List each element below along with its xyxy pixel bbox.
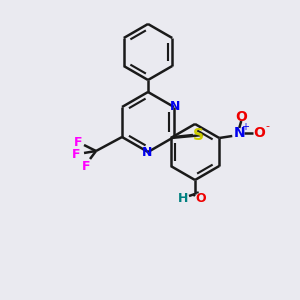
Text: H: H [178,191,188,205]
Text: O: O [235,110,247,124]
Text: N: N [142,146,152,158]
Text: N: N [170,100,180,113]
Text: F: F [82,160,90,173]
Text: F: F [74,136,82,149]
Text: +: + [241,122,249,132]
Text: S: S [193,128,203,142]
Text: O: O [253,126,265,140]
Text: F: F [72,148,80,161]
Text: -: - [265,121,269,131]
Text: O: O [196,191,206,205]
Text: N: N [233,126,245,140]
